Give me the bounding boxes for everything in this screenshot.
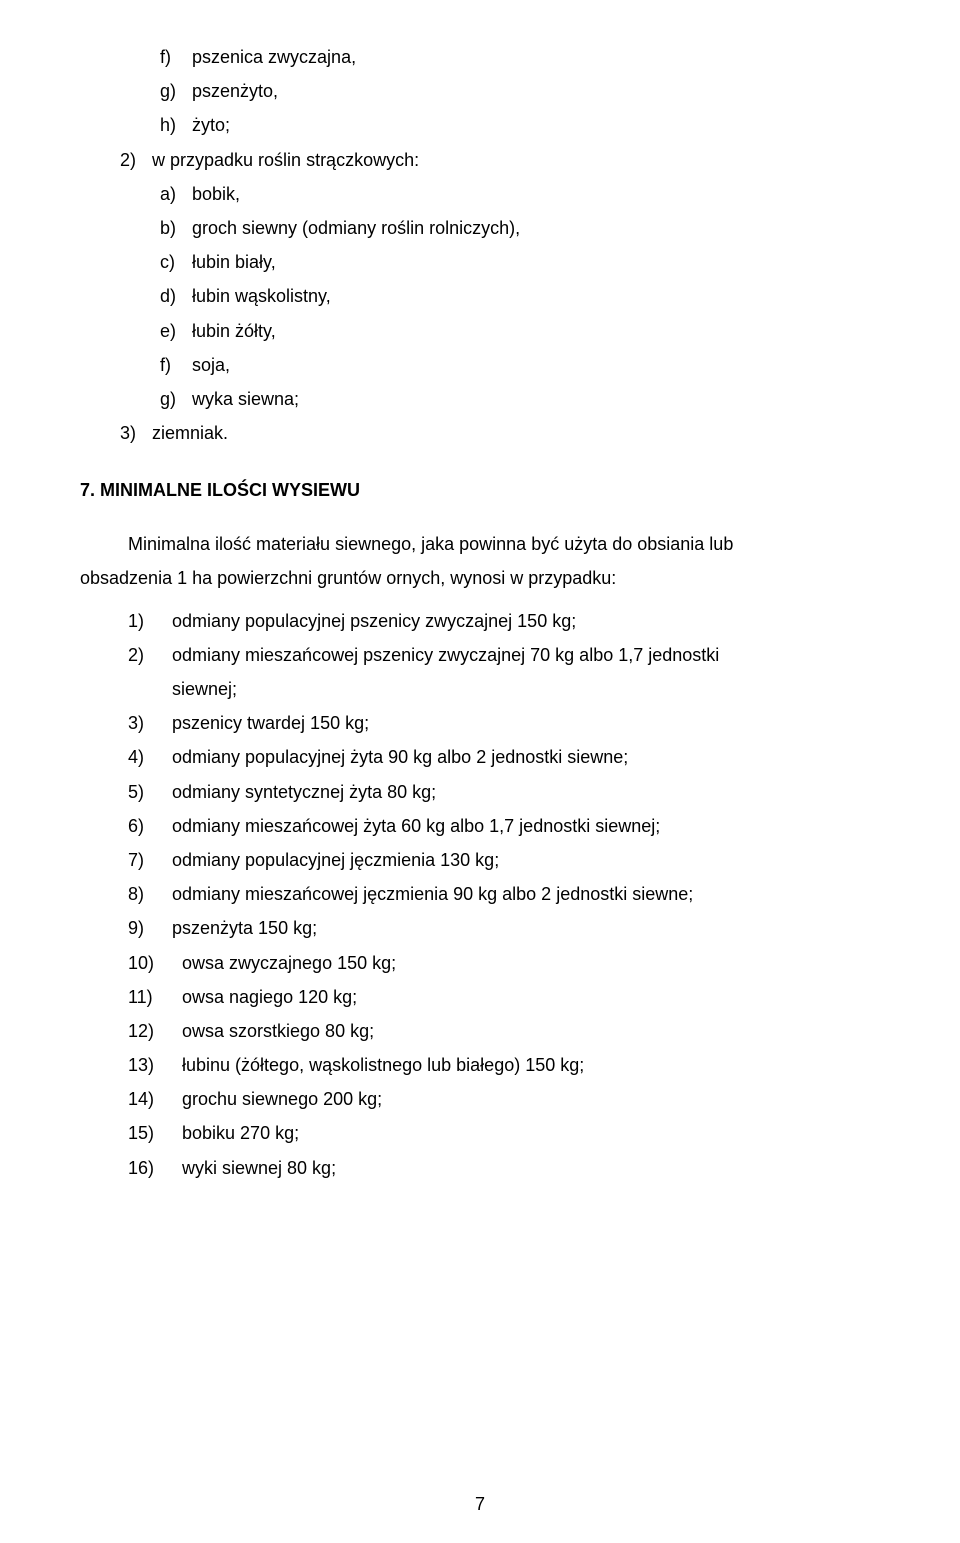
list-text: pszenicy twardej 150 kg; [172,706,369,740]
list-text: łubinu (żółtego, wąskolistnego lub białe… [182,1048,584,1082]
requirements-numlist-cont: 3) pszenicy twardej 150 kg; 4) odmiany p… [128,706,900,1185]
list-marker: 9) [128,911,172,945]
list-text: grochu siewnego 200 kg; [182,1082,382,1116]
list-item: h) żyto; [160,108,900,142]
previous-numlist: 2) w przypadku roślin strączkowych: [120,143,900,177]
list-item: g) pszenżyto, [160,74,900,108]
requirements-numlist: 1) odmiany populacyjnej pszenicy zwyczaj… [128,604,900,672]
previous-numlist-3: 3) ziemniak. [120,416,900,450]
list-item: 1) odmiany populacyjnej pszenicy zwyczaj… [128,604,900,638]
list-text: wyka siewna; [192,382,299,416]
list-text: odmiany mieszańcowej żyta 60 kg albo 1,7… [172,809,660,843]
section-heading: 7. MINIMALNE ILOŚCI WYSIEWU [80,480,900,501]
list-text: odmiany mieszańcowej pszenicy zwyczajnej… [172,638,719,672]
list-marker: 3) [128,706,172,740]
list-text: łubin biały, [192,245,276,279]
list-item: 15) bobiku 270 kg; [128,1116,900,1150]
list-item: f) pszenica zwyczajna, [160,40,900,74]
list-marker: 12) [128,1014,182,1048]
list-marker: 13) [128,1048,182,1082]
list-item: 2) odmiany mieszańcowej pszenicy zwyczaj… [128,638,900,672]
paragraph-line-2: obsadzenia 1 ha powierzchni gruntów orny… [80,561,900,595]
list-marker: g) [160,382,192,416]
list-item: b) groch siewny (odmiany roślin rolniczy… [160,211,900,245]
list-text: owsa szorstkiego 80 kg; [182,1014,374,1048]
list-item: e) łubin żółty, [160,314,900,348]
list-text: owsa zwyczajnego 150 kg; [182,946,396,980]
list-item: 9) pszenżyta 150 kg; [128,911,900,945]
list-text: odmiany populacyjnej jęczmienia 130 kg; [172,843,499,877]
paragraph-line-1: Minimalna ilość materiału siewnego, jaka… [80,527,900,561]
list-marker: f) [160,348,192,382]
list-marker: 5) [128,775,172,809]
list-marker: 4) [128,740,172,774]
list-item: 3) pszenicy twardej 150 kg; [128,706,900,740]
list-marker: a) [160,177,192,211]
list-marker: 1) [128,604,172,638]
list-item-continuation: siewnej; [172,672,900,706]
list-marker: 8) [128,877,172,911]
list-marker: 16) [128,1151,182,1185]
list-marker: 15) [128,1116,182,1150]
list-item: 3) ziemniak. [120,416,900,450]
list-item: 11) owsa nagiego 120 kg; [128,980,900,1014]
list-marker: g) [160,74,192,108]
list-marker: 14) [128,1082,182,1116]
list-text: ziemniak. [152,416,228,450]
list-marker: 7) [128,843,172,877]
list-marker: 11) [128,980,182,1014]
list-item: 7) odmiany populacyjnej jęczmienia 130 k… [128,843,900,877]
list-marker: 3) [120,416,152,450]
list-text: groch siewny (odmiany roślin rolniczych)… [192,211,520,245]
list-text: w przypadku roślin strączkowych: [152,143,419,177]
list-text: pszenżyta 150 kg; [172,911,317,945]
list-marker: 10) [128,946,182,980]
list-item: 10) owsa zwyczajnego 150 kg; [128,946,900,980]
list-item: f) soja, [160,348,900,382]
list-text: odmiany syntetycznej żyta 80 kg; [172,775,436,809]
previous-sublist-f: f) pszenica zwyczajna, g) pszenżyto, h) … [160,40,900,143]
list-item: c) łubin biały, [160,245,900,279]
list-item: g) wyka siewna; [160,382,900,416]
list-item: 12) owsa szorstkiego 80 kg; [128,1014,900,1048]
list-text: łubin wąskolistny, [192,279,331,313]
list-marker: b) [160,211,192,245]
list-item: 6) odmiany mieszańcowej żyta 60 kg albo … [128,809,900,843]
list-marker: 2) [128,638,172,672]
page-number: 7 [0,1494,960,1515]
list-text: wyki siewnej 80 kg; [182,1151,336,1185]
list-marker: c) [160,245,192,279]
list-text: bobik, [192,177,240,211]
list-item: 14) grochu siewnego 200 kg; [128,1082,900,1116]
list-text: odmiany mieszańcowej jęczmienia 90 kg al… [172,877,693,911]
list-marker: 6) [128,809,172,843]
sublist-group-2: a) bobik, b) groch siewny (odmiany rośli… [160,177,900,416]
list-text: owsa nagiego 120 kg; [182,980,357,1014]
list-text: odmiany populacyjnej żyta 90 kg albo 2 j… [172,740,628,774]
list-marker: 2) [120,143,152,177]
list-item: a) bobik, [160,177,900,211]
list-text: łubin żółty, [192,314,276,348]
list-item: 2) w przypadku roślin strączkowych: [120,143,900,177]
list-text: pszenżyto, [192,74,278,108]
list-text: pszenica zwyczajna, [192,40,356,74]
list-text: żyto; [192,108,230,142]
list-item: 16) wyki siewnej 80 kg; [128,1151,900,1185]
list-item: d) łubin wąskolistny, [160,279,900,313]
list-text: soja, [192,348,230,382]
list-item: 4) odmiany populacyjnej żyta 90 kg albo … [128,740,900,774]
list-item: 13) łubinu (żółtego, wąskolistnego lub b… [128,1048,900,1082]
list-marker: h) [160,108,192,142]
list-text: bobiku 270 kg; [182,1116,299,1150]
list-marker: d) [160,279,192,313]
list-marker: f) [160,40,192,74]
list-text: odmiany populacyjnej pszenicy zwyczajnej… [172,604,576,638]
list-marker: e) [160,314,192,348]
list-item: 5) odmiany syntetycznej żyta 80 kg; [128,775,900,809]
list-item: 8) odmiany mieszańcowej jęczmienia 90 kg… [128,877,900,911]
